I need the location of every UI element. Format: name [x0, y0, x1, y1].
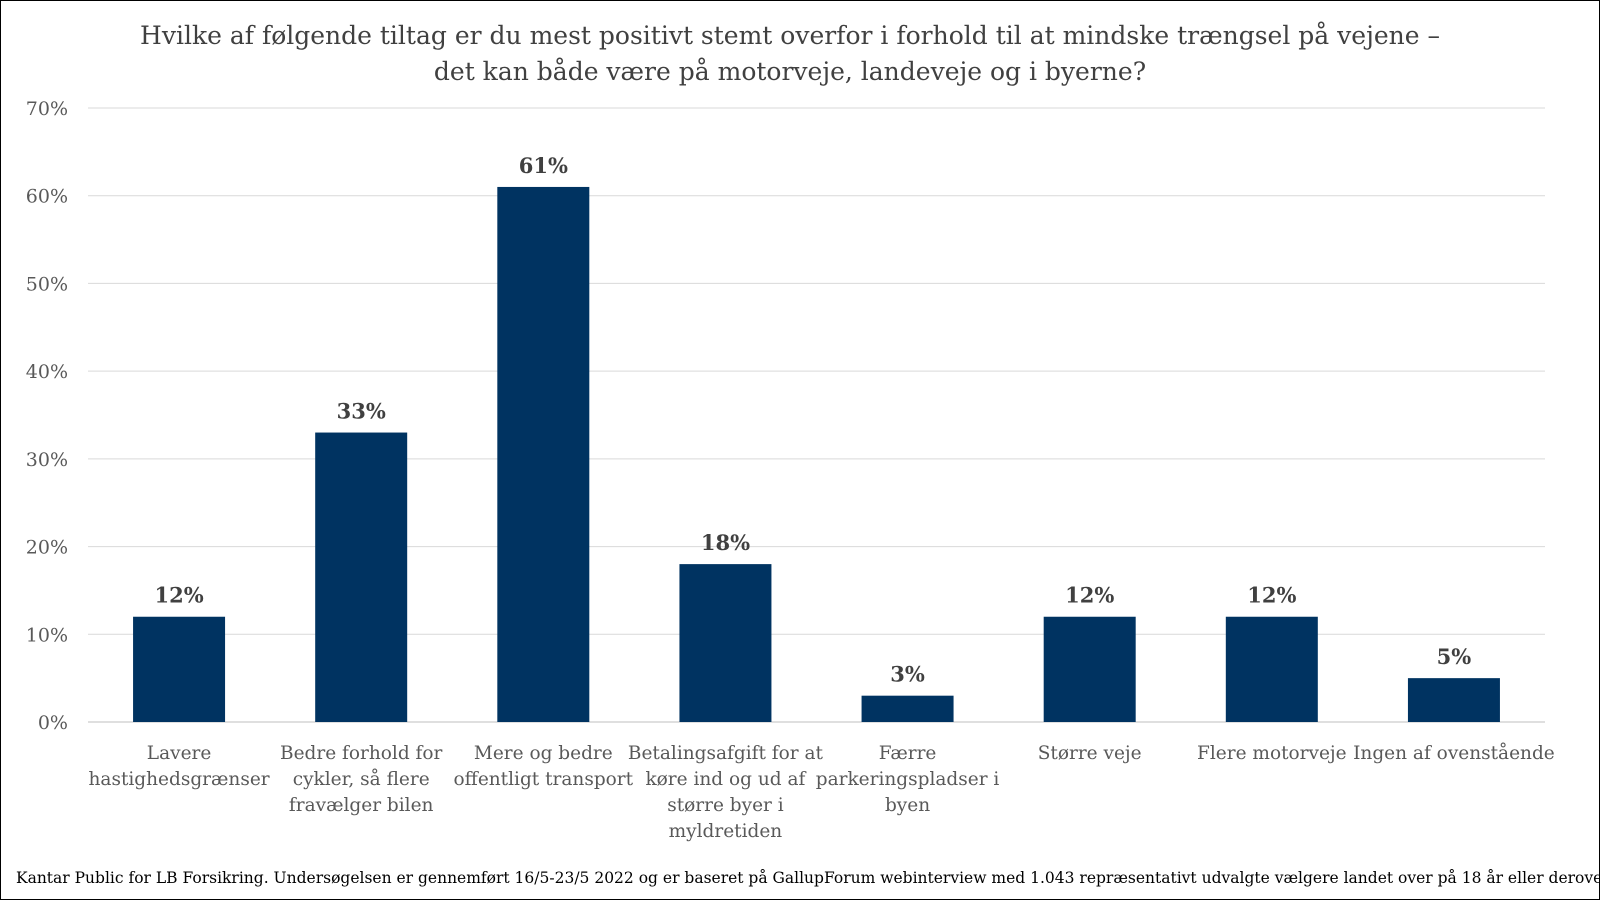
y-tick-label: 60%: [26, 186, 68, 208]
x-tick-label: byen: [885, 795, 930, 816]
bar-chart: 0% 10% 20% 30% 40% 50% 60% 70% 12% Lavere hastighe…: [26, 98, 1555, 842]
chart-title: Hvilke af følgende tiltag er du mest pos…: [140, 21, 1440, 86]
data-label: 3%: [890, 662, 925, 687]
data-label: 33%: [337, 399, 386, 424]
y-tick-label: 30%: [26, 449, 68, 471]
data-label: 5%: [1437, 644, 1472, 669]
bar: [861, 695, 954, 722]
y-tick-label: 20%: [26, 537, 68, 559]
y-tick-label: 40%: [26, 361, 68, 383]
y-tick-label: 0%: [38, 712, 68, 734]
bar: [1407, 678, 1500, 722]
x-tick-label: offentligt transport: [454, 769, 634, 790]
x-tick-label: Ingen af ovenstående: [1353, 742, 1555, 764]
x-tick-label: større byer i: [667, 795, 784, 816]
x-tick-label: Bedre forhold for: [280, 743, 443, 764]
bar: [497, 186, 590, 722]
data-label: 12%: [1065, 583, 1114, 608]
data-label: 61%: [519, 153, 568, 178]
data-label: 18%: [701, 530, 750, 555]
y-tick-label: 70%: [26, 98, 68, 120]
data-label: 12%: [1247, 583, 1296, 608]
x-tick-label: cykler, så flere: [293, 768, 430, 790]
bar: [1043, 616, 1136, 722]
x-tick-label: Betalingsafgift for at: [628, 743, 824, 764]
x-tick-label: hastighedsgrænser: [89, 769, 270, 790]
x-tick-label: køre ind og ud af: [645, 769, 806, 790]
x-tick-label: fravælger bilen: [289, 795, 434, 816]
y-tick-label: 50%: [26, 273, 68, 295]
x-tick-label: Mere og bedre: [474, 743, 613, 764]
bar: [133, 616, 226, 722]
x-tick-label: Flere motorveje: [1197, 743, 1347, 764]
y-tick-label: 10%: [26, 624, 68, 646]
x-tick-label: Færre: [879, 743, 937, 764]
data-label: 12%: [154, 583, 203, 608]
bar: [315, 432, 408, 722]
x-tick-label: parkeringspladser i: [816, 769, 1000, 790]
x-tick-label: myldretiden: [669, 821, 783, 842]
x-tick-label: Større veje: [1038, 743, 1142, 764]
bar: [1225, 616, 1318, 722]
source-footnote: Kantar Public for LB Forsikring. Undersø…: [16, 869, 1600, 887]
bar: [679, 564, 772, 722]
x-tick-label: Lavere: [147, 743, 212, 764]
